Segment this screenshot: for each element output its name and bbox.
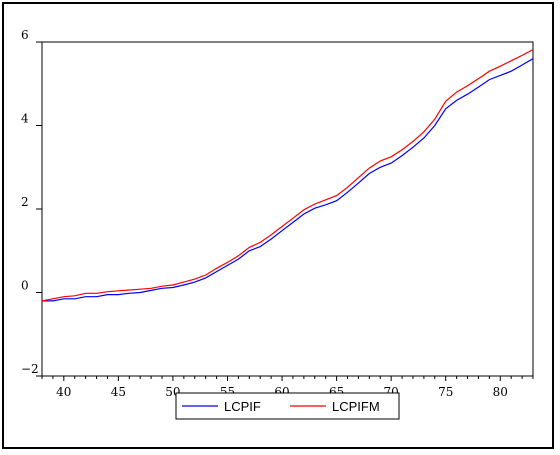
legend-label-lcpif: LCPIF [224, 399, 261, 414]
y-tick-label: 2 [21, 195, 29, 209]
x-tick-label: 80 [493, 385, 508, 399]
y-tick-label: −2 [21, 362, 39, 376]
x-tick-label: 75 [438, 385, 453, 399]
legend: LCPIF LCPIFM [176, 393, 399, 419]
y-tick-label: 4 [21, 112, 29, 126]
plot-area [42, 42, 533, 376]
x-tick-label: 45 [111, 385, 126, 399]
y-tick-label: 6 [21, 28, 29, 42]
chart-frame: 40 45 50 55 60 65 70 75 80 −2 0 2 4 6 LCPIF LCPIFM [2, 2, 554, 449]
y-tick-label: 0 [21, 279, 29, 293]
x-tick-label: 40 [56, 385, 71, 399]
y-axis: −2 0 2 4 6 [21, 28, 42, 376]
legend-label-lcpifm: LCPIFM [332, 399, 380, 414]
